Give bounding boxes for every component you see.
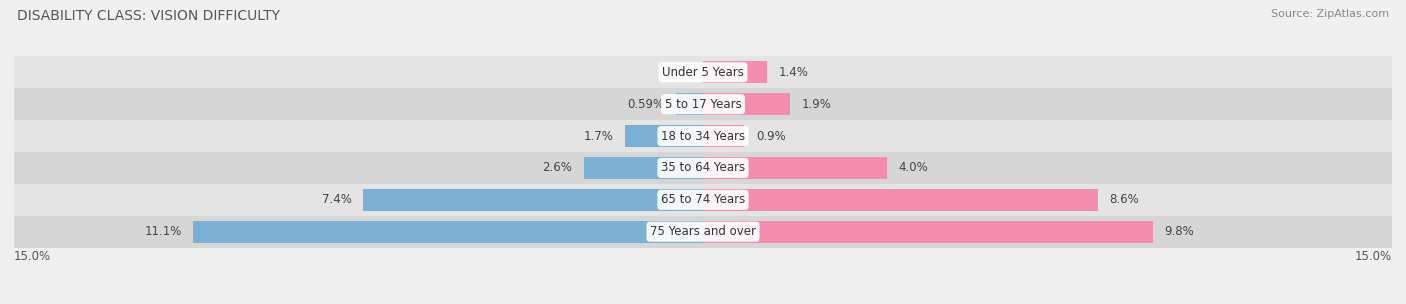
Text: 18 to 34 Years: 18 to 34 Years	[661, 130, 745, 143]
Text: Under 5 Years: Under 5 Years	[662, 66, 744, 79]
Bar	[363, 189, 703, 211]
Bar	[676, 93, 703, 115]
Text: 2.6%: 2.6%	[543, 161, 572, 174]
Text: 4.0%: 4.0%	[898, 161, 928, 174]
Text: 0.9%: 0.9%	[756, 130, 786, 143]
Text: 65 to 74 Years: 65 to 74 Years	[661, 193, 745, 206]
Text: 35 to 64 Years: 35 to 64 Years	[661, 161, 745, 174]
Text: 1.4%: 1.4%	[779, 66, 808, 79]
Text: 75 Years and over: 75 Years and over	[650, 225, 756, 238]
Text: 11.1%: 11.1%	[145, 225, 181, 238]
Bar	[583, 157, 703, 179]
Text: 5 to 17 Years: 5 to 17 Years	[665, 98, 741, 111]
Bar	[14, 120, 1392, 152]
Text: DISABILITY CLASS: VISION DIFFICULTY: DISABILITY CLASS: VISION DIFFICULTY	[17, 9, 280, 23]
Text: 0.59%: 0.59%	[627, 98, 665, 111]
Text: 9.8%: 9.8%	[1164, 225, 1194, 238]
Bar	[703, 93, 790, 115]
Bar	[14, 56, 1392, 88]
Bar	[14, 152, 1392, 184]
Text: 1.7%: 1.7%	[583, 130, 613, 143]
Text: 15.0%: 15.0%	[1355, 250, 1392, 263]
Bar	[624, 125, 703, 147]
Text: Source: ZipAtlas.com: Source: ZipAtlas.com	[1271, 9, 1389, 19]
Bar	[14, 216, 1392, 248]
Text: 0.0%: 0.0%	[662, 66, 692, 79]
Text: 1.9%: 1.9%	[801, 98, 831, 111]
Bar	[703, 61, 768, 83]
Bar	[14, 88, 1392, 120]
Bar	[14, 184, 1392, 216]
Text: 15.0%: 15.0%	[14, 250, 51, 263]
Bar	[703, 189, 1098, 211]
Bar	[703, 157, 887, 179]
Text: 8.6%: 8.6%	[1109, 193, 1139, 206]
Bar	[703, 221, 1153, 243]
Bar	[703, 125, 744, 147]
Text: 7.4%: 7.4%	[322, 193, 352, 206]
Bar	[193, 221, 703, 243]
